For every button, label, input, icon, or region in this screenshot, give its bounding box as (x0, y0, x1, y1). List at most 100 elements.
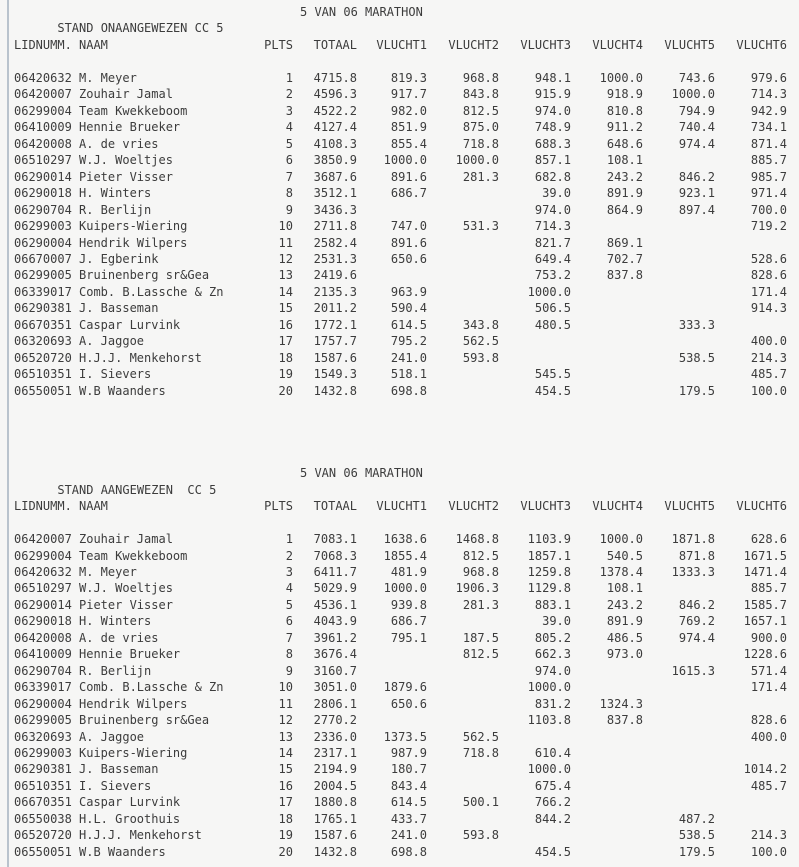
cell-vlucht6: 1014.2 (743, 762, 787, 777)
cell-vlucht5: 1000.0 (671, 87, 715, 102)
cell-plts: 9 (285, 663, 293, 678)
cell-vlucht1: 795.1 (390, 630, 427, 645)
cell-vlucht2 (427, 696, 499, 712)
table-row: 06550051 W.B Waanders 20 1432.8 698.8 454.5 17… (14, 844, 787, 860)
cell-vlucht3: 1857.1 (527, 548, 571, 563)
cell-vlucht5 (643, 267, 715, 283)
cell-vlucht2: 968.8 (462, 564, 499, 579)
cell-vlucht2: 968.8 (462, 71, 499, 85)
cell-vlucht3: 39.0 (542, 614, 571, 629)
cell-vlucht5 (643, 745, 715, 761)
cell-vlucht6: 734.1 (750, 120, 787, 135)
cell-vlucht5 (643, 712, 715, 728)
cell-vlucht1: 795.2 (390, 334, 427, 349)
cell-totaal: 4043.9 (313, 614, 357, 629)
cell-vlucht3: 506.5 (534, 301, 571, 316)
cell-vlucht3: 1129.8 (527, 581, 571, 596)
cell-vlucht3: 649.4 (534, 251, 571, 266)
cell-naam: Comb. B.Lassche & Zn (79, 680, 224, 695)
cell-vlucht1: 855.4 (390, 136, 427, 151)
cell-plts: 13 (278, 729, 293, 744)
cell-vlucht6: 871.4 (750, 136, 787, 151)
cell-vlucht1: 891.6 (390, 235, 427, 250)
cell-totaal: 6411.7 (313, 564, 357, 579)
cell-vlucht2 (427, 235, 499, 251)
cell-totaal: 2419.6 (313, 268, 357, 283)
cell-naam: M. Meyer (79, 564, 137, 579)
column-header-lidnummer: LIDNUMM. (14, 499, 72, 514)
cell-vlucht6 (715, 317, 787, 333)
column-header-vlucht2: VLUCHT2 (448, 499, 499, 514)
cell-vlucht6: 1471.4 (743, 564, 787, 579)
cell-vlucht2 (427, 202, 499, 218)
cell-vlucht6: 400.0 (750, 334, 787, 349)
cell-lidnummer: 06670351 (14, 795, 72, 810)
cell-vlucht6: 828.6 (750, 268, 787, 283)
cell-vlucht5 (643, 778, 715, 794)
cell-vlucht4 (571, 300, 643, 316)
cell-vlucht1: 987.9 (390, 745, 427, 760)
cell-vlucht5: 974.4 (678, 136, 715, 151)
cell-vlucht3: 675.4 (534, 778, 571, 793)
cell-lidnummer: 06420007 (14, 87, 72, 102)
table-row: 06410009 Hennie Brueker 4 4127.4 851.9 875.0 7… (14, 119, 787, 135)
cell-vlucht5: 487.2 (678, 811, 715, 826)
table-row: 06290704 R. Berlijn 9 3436.3 974.0 864.9 897.4… (14, 202, 787, 218)
cell-vlucht1: 518.1 (390, 367, 427, 382)
cell-lidnummer: 06420007 (14, 532, 72, 547)
table-row: 06550038 H.L. Groothuis 18 1765.1 433.7 844.2… (14, 811, 787, 827)
table-row: 06420008 A. de vries 5 4108.3 855.4 718.8 688.… (14, 136, 787, 152)
cell-plts: 12 (278, 251, 293, 266)
cell-plts: 20 (278, 383, 293, 398)
cell-vlucht2: 593.8 (462, 350, 499, 365)
cell-vlucht2 (427, 712, 499, 728)
cell-plts: 16 (278, 778, 293, 793)
cell-totaal: 1880.8 (313, 795, 357, 810)
table-row: 06290704 R. Berlijn 9 3160.7 974.0 1615.3 571.… (14, 663, 787, 679)
cell-totaal: 3512.1 (313, 186, 357, 201)
cell-vlucht2: 843.8 (462, 87, 499, 102)
cell-vlucht3: 688.3 (534, 136, 571, 151)
cell-vlucht2: 562.5 (462, 334, 499, 349)
cell-totaal: 1432.8 (313, 844, 357, 859)
cell-lidnummer: 06299005 (14, 713, 72, 728)
table-row: 06339017 Comb. B.Lassche & Zn 10 3051.0 1879… (14, 679, 787, 695)
cell-vlucht4: 891.9 (606, 186, 643, 201)
cell-naam: Kuipers-Wiering (79, 745, 188, 760)
cell-totaal: 2336.0 (313, 729, 357, 744)
table-row: 06299003 Kuipers-Wiering 14 2317.1 987.9 718.… (14, 745, 787, 761)
cell-lidnummer: 06339017 (14, 284, 72, 299)
cell-naam: I. Sievers (79, 367, 152, 382)
cell-totaal: 2194.9 (313, 762, 357, 777)
cell-vlucht3: 662.3 (534, 647, 571, 662)
cell-lidnummer: 06299003 (14, 745, 72, 760)
cell-totaal: 2711.8 (313, 219, 357, 234)
cell-vlucht6: 979.6 (750, 71, 787, 85)
cell-vlucht1: 241.0 (390, 828, 427, 843)
cell-vlucht5 (643, 696, 715, 712)
cell-vlucht1: 481.9 (390, 564, 427, 579)
cell-vlucht4 (571, 827, 643, 843)
cell-vlucht4: 702.7 (606, 251, 643, 266)
cell-plts: 16 (278, 317, 293, 332)
cell-vlucht3: 748.9 (534, 120, 571, 135)
cell-vlucht6: 1671.5 (743, 548, 787, 563)
cell-lidnummer: 06290018 (14, 614, 72, 629)
cell-vlucht4 (571, 745, 643, 761)
cell-lidnummer: 06510351 (14, 778, 72, 793)
cell-naam: Zouhair Jamal (79, 87, 173, 102)
cell-naam: A. de vries (79, 630, 159, 645)
cell-lidnummer: 06299004 (14, 103, 72, 118)
cell-vlucht5 (643, 218, 715, 234)
cell-lidnummer: 06520720 (14, 350, 72, 365)
cell-vlucht2: 812.5 (462, 103, 499, 118)
cell-plts: 4 (285, 581, 293, 596)
table-row: 06290381 J. Basseman 15 2011.2 590.4 506.5 914… (14, 300, 787, 316)
cell-totaal: 2770.2 (313, 713, 357, 728)
report-aangewezen: STAND AANGEWEZEN CC 5 5 VAN 06 MARATHON … (14, 465, 787, 860)
cell-vlucht5 (643, 646, 715, 662)
cell-plts: 4 (285, 120, 293, 135)
cell-naam: W.J. Woeltjes (79, 581, 173, 596)
table-row: 06290014 Pieter Visser 7 3687.6 891.6 281.3 68… (14, 169, 787, 185)
table-row: 06510297 W.J. Woeltjes 4 5029.9 1000.0 1906.3… (14, 580, 787, 596)
